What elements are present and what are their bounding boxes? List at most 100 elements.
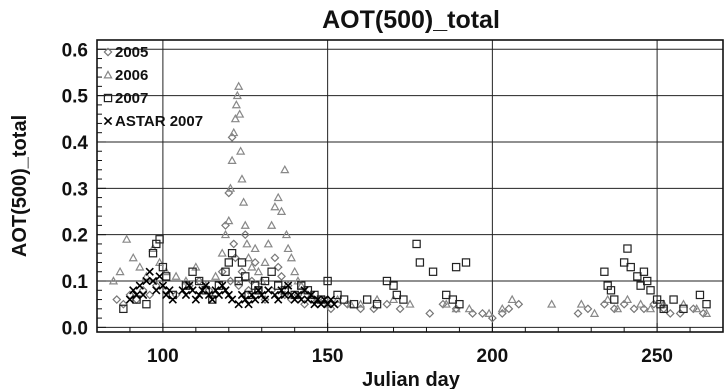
data-point <box>372 294 382 304</box>
data-point <box>701 308 712 317</box>
data-point <box>129 286 138 295</box>
data-point <box>270 290 280 300</box>
data-point <box>221 267 230 276</box>
data-point <box>280 290 289 300</box>
data-point <box>188 286 197 295</box>
data-point <box>484 308 494 317</box>
data-point <box>254 286 263 295</box>
series-1 <box>108 81 712 317</box>
data-point <box>260 295 270 304</box>
data-point <box>198 286 207 295</box>
data-point <box>234 300 243 309</box>
data-point <box>274 281 283 290</box>
legend-item: ASTAR 2007 <box>103 113 203 130</box>
data-point <box>181 290 191 300</box>
data-point <box>451 303 461 313</box>
data-point <box>148 276 158 286</box>
data-point <box>296 280 306 290</box>
data-point <box>355 299 366 308</box>
data-point <box>287 290 296 300</box>
data-point <box>290 295 299 304</box>
x-tick-label: 200 <box>477 346 509 367</box>
data-point <box>323 276 332 286</box>
data-point <box>145 267 154 276</box>
legend-marker <box>103 93 113 103</box>
data-point <box>229 239 239 249</box>
data-point <box>235 109 245 118</box>
data-point <box>428 267 438 276</box>
data-point <box>142 276 151 286</box>
data-point <box>158 281 168 290</box>
data-point <box>330 300 339 309</box>
data-point <box>142 299 151 309</box>
data-point <box>148 243 158 253</box>
data-point <box>636 281 645 290</box>
data-point <box>412 239 421 249</box>
data-point <box>702 299 711 309</box>
data-point <box>310 300 319 309</box>
data-point <box>425 309 435 318</box>
legend: 2005 2006 2007 ASTAR 2007 <box>103 44 203 130</box>
data-point <box>612 303 623 313</box>
data-point <box>274 295 283 304</box>
data-point <box>240 230 250 240</box>
data-point <box>237 174 247 183</box>
data-point <box>639 267 649 276</box>
data-point <box>191 295 201 304</box>
series-2 <box>119 235 711 314</box>
data-point <box>247 262 257 271</box>
data-point <box>224 188 234 198</box>
data-point <box>629 304 639 314</box>
data-point <box>622 294 633 304</box>
data-point <box>260 276 270 286</box>
data-point <box>254 286 263 295</box>
data-point <box>232 90 242 100</box>
legend-marker <box>103 70 113 79</box>
data-point <box>243 253 254 262</box>
data-point <box>678 299 689 308</box>
data-point <box>270 202 280 211</box>
data-point <box>138 290 148 300</box>
plot-frame <box>96 39 724 333</box>
data-point <box>201 280 211 290</box>
data-point <box>290 266 300 276</box>
data-point <box>448 295 458 304</box>
data-point <box>227 295 237 304</box>
data-point <box>227 155 237 164</box>
data-point <box>645 303 656 313</box>
data-point <box>227 132 237 142</box>
data-point <box>455 299 464 309</box>
data-point <box>234 276 243 286</box>
data-point <box>372 299 382 309</box>
axes <box>96 39 724 333</box>
data-point <box>145 290 155 300</box>
data-point <box>257 290 266 300</box>
data-point <box>323 299 333 308</box>
x-axis-label: Julian day <box>362 369 461 389</box>
data-point <box>636 299 646 308</box>
x-tick-label: 150 <box>312 346 344 367</box>
data-point <box>210 271 221 280</box>
data-point <box>224 215 234 225</box>
data-point <box>250 243 260 253</box>
data-point <box>277 286 286 295</box>
data-point <box>504 304 514 314</box>
data-point <box>247 290 257 300</box>
data-point <box>382 299 392 309</box>
legend-marker <box>103 116 113 126</box>
data-point <box>188 267 197 276</box>
data-point <box>297 295 306 304</box>
data-point <box>297 281 306 290</box>
x-tick-label: 250 <box>641 346 673 367</box>
data-point <box>382 276 392 286</box>
data-point <box>122 234 132 243</box>
data-point <box>320 295 329 304</box>
data-point <box>349 299 359 309</box>
data-point <box>260 295 270 305</box>
series-3 <box>125 267 339 309</box>
data-point <box>388 294 399 304</box>
data-point <box>118 299 128 309</box>
data-point <box>270 253 280 263</box>
data-point <box>362 295 372 304</box>
